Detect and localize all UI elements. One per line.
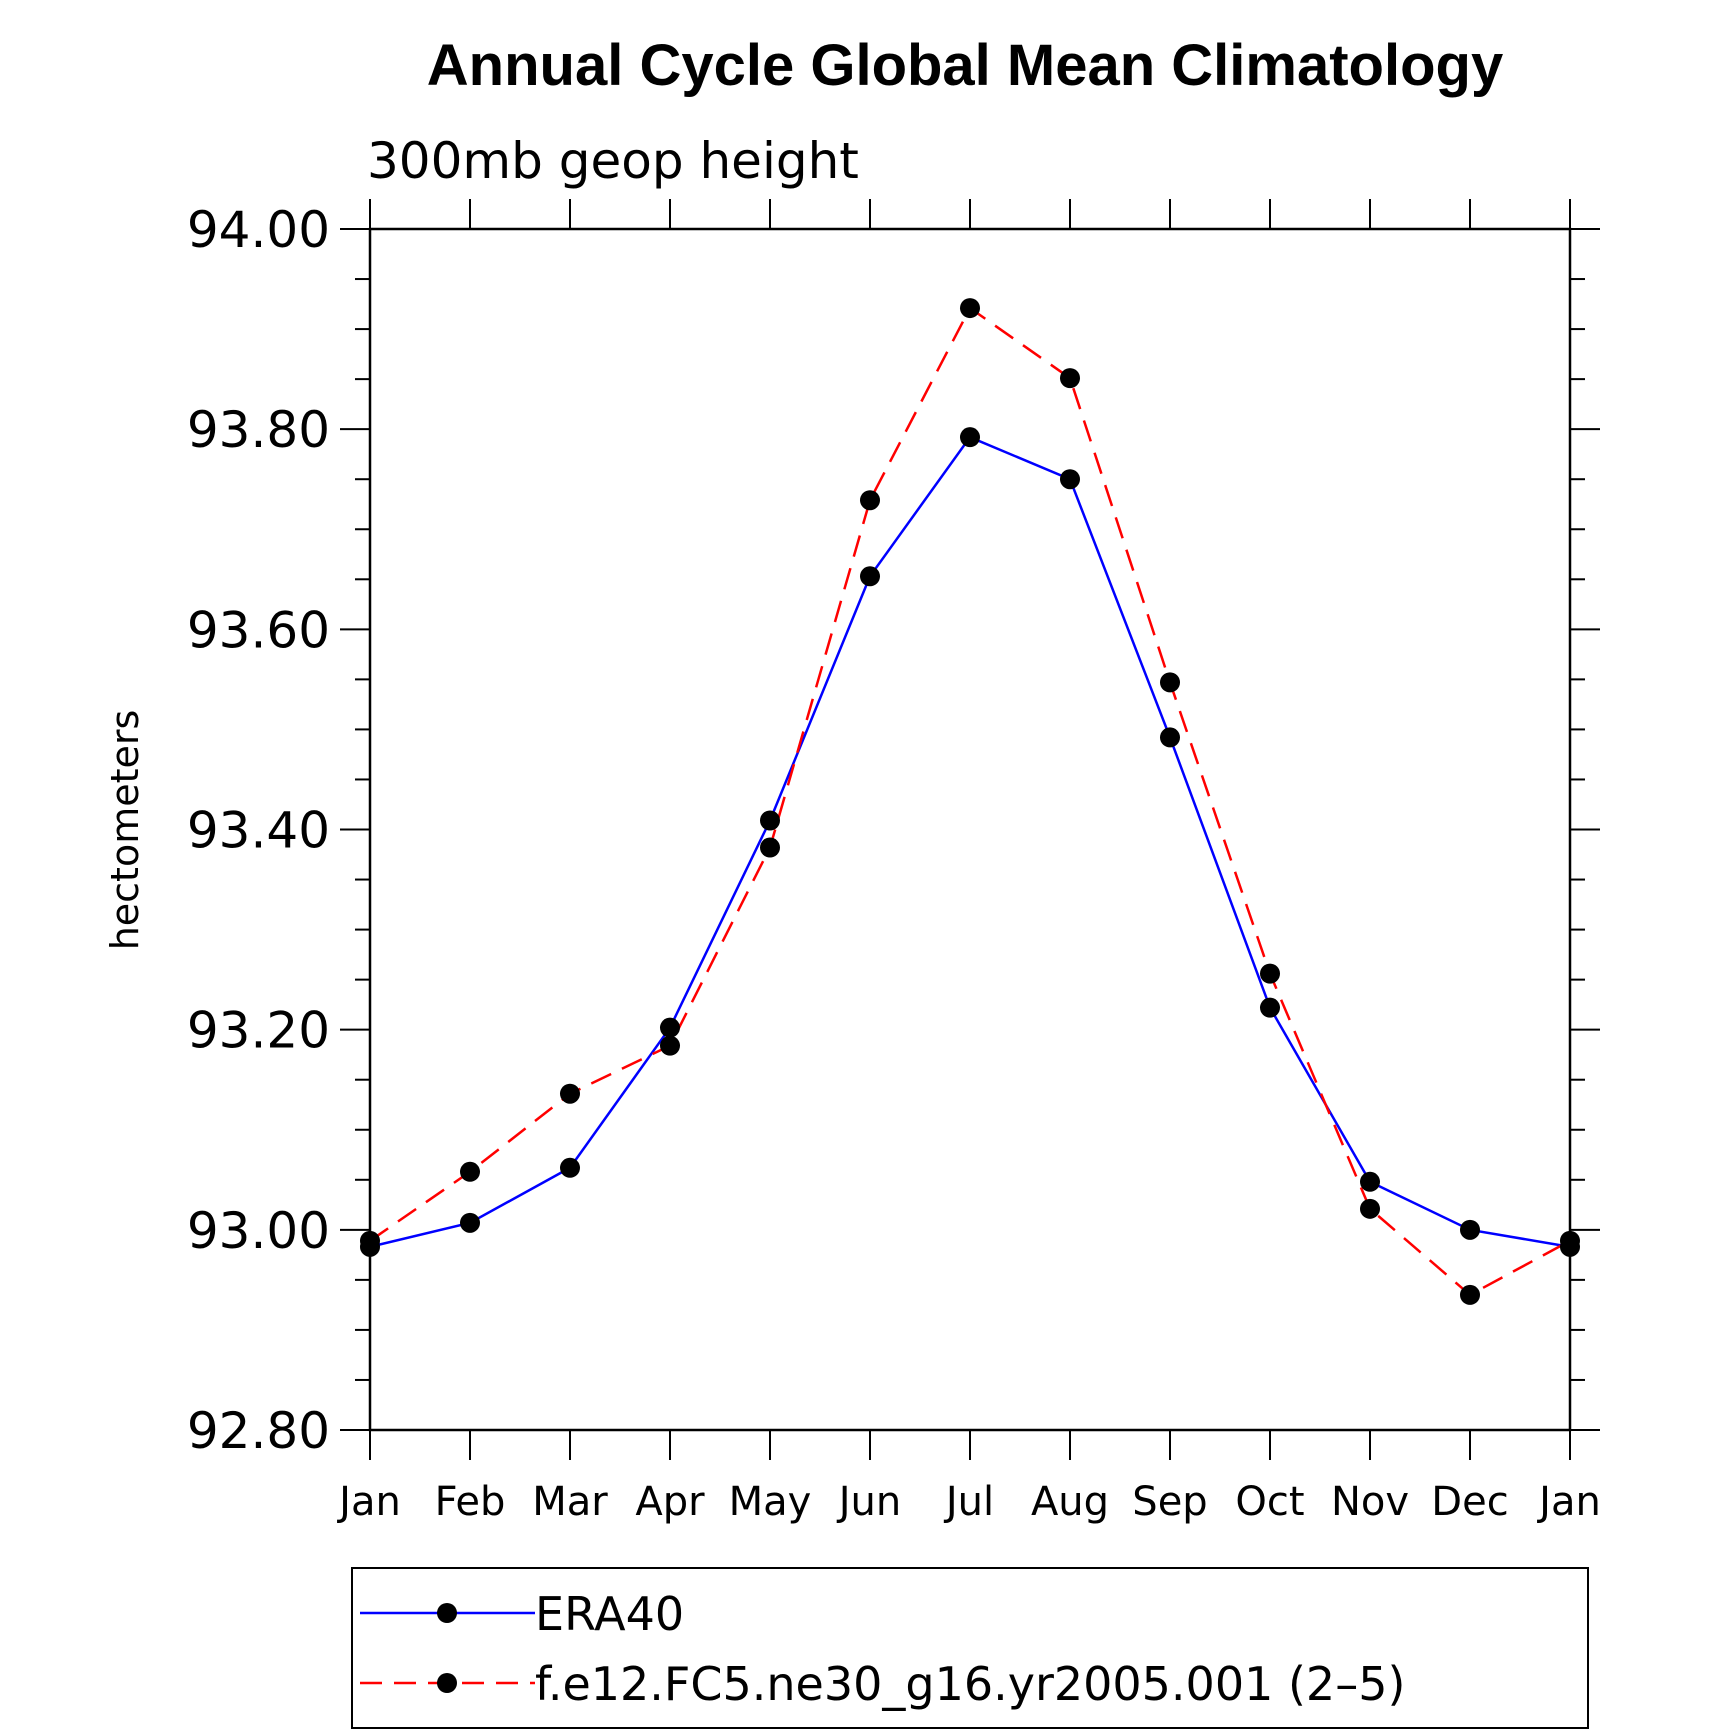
y-tick-label: 92.80 (187, 1402, 330, 1460)
y-tick-label: 93.00 (187, 1202, 330, 1260)
legend-label-0: ERA40 (535, 1587, 684, 1641)
series-1-point (1260, 963, 1280, 984)
chart-subtitle: 300mb geop height (367, 132, 859, 190)
series-0-point (1160, 727, 1180, 748)
legend: ERA40 f.e12.FC5.ne30_g16.yr2005.001 (2–5) (351, 1567, 1589, 1729)
x-tick-label: Jul (943, 1479, 994, 1525)
x-tick-label: Apr (635, 1479, 705, 1525)
x-tick-label: Nov (1331, 1479, 1409, 1525)
axes-ticks (340, 199, 1600, 1460)
series-line-1 (369, 306, 1571, 1297)
legend-marker-0 (437, 1603, 457, 1623)
legend-box (351, 1567, 1589, 1729)
series-1-point (860, 490, 880, 511)
y-tick-label: 93.80 (187, 401, 330, 459)
series-1-point (1160, 672, 1180, 693)
series-0-point (960, 427, 980, 448)
series-0-point (1460, 1219, 1480, 1240)
series-1-point (560, 1083, 580, 1104)
y-tick-label: 93.40 (187, 802, 330, 860)
x-tick-label: Mar (532, 1479, 608, 1525)
series-1-point (1060, 368, 1080, 389)
x-tick-label: Oct (1235, 1479, 1304, 1525)
series-1-point (1560, 1230, 1580, 1251)
x-tick-label: Sep (1132, 1479, 1207, 1525)
y-tick-label: 93.60 (187, 601, 330, 659)
series-1-point (460, 1161, 480, 1182)
y-tick-label: 93.20 (187, 1002, 330, 1060)
y-tick-label: 94.00 (187, 201, 330, 259)
plot-frame (368, 227, 1572, 1432)
x-tick-label: Feb (435, 1479, 506, 1525)
series-line-0 (369, 435, 1571, 1249)
series-0-point (1060, 469, 1080, 490)
series-0-point (1360, 1171, 1380, 1192)
series-0-point (860, 566, 880, 587)
x-tick-label: Jan (336, 1479, 401, 1525)
series-1-point (660, 1035, 680, 1056)
chart-title: Annual Cycle Global Mean Climatology (427, 33, 1503, 98)
series-0-point (660, 1017, 680, 1038)
series-lines (360, 298, 1580, 1305)
x-tick-label: Dec (1431, 1479, 1508, 1525)
series-1-point (1360, 1198, 1380, 1219)
series-0-point (560, 1157, 580, 1178)
x-tick-label: Jun (836, 1479, 902, 1525)
y-axis-label: hectometers (103, 710, 147, 951)
x-tick-label: Aug (1031, 1479, 1109, 1525)
series-1-point (360, 1230, 380, 1251)
series-0-point (460, 1212, 480, 1233)
legend-label-1: f.e12.FC5.ne30_g16.yr2005.001 (2–5) (535, 1657, 1405, 1711)
series-1-point (960, 298, 980, 319)
x-tick-label: Jan (1536, 1479, 1601, 1525)
series-1-point (760, 837, 780, 858)
series-0-point (760, 810, 780, 831)
legend-marker-1 (437, 1673, 457, 1693)
series-0-point (1260, 997, 1280, 1018)
series-1-point (1460, 1284, 1480, 1305)
x-tick-label: May (729, 1479, 812, 1525)
